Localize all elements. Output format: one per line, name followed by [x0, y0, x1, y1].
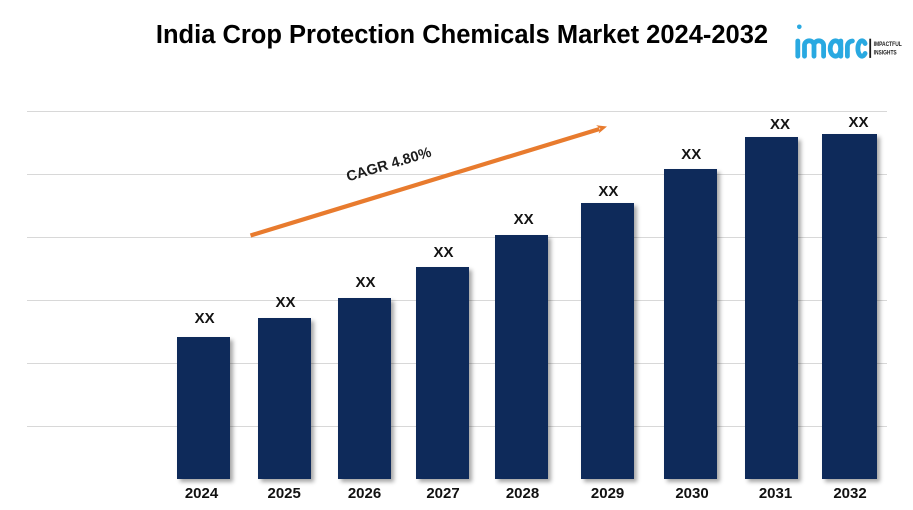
svg-text:IMPACTFUL: IMPACTFUL	[874, 41, 902, 48]
svg-text:INSIGHTS: INSIGHTS	[874, 49, 898, 56]
